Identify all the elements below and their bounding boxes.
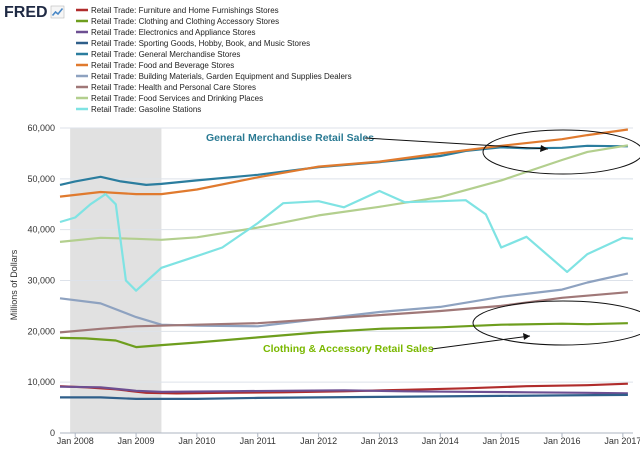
legend-entry: Retail Trade: Sporting Goods, Hobby, Boo…	[91, 39, 310, 48]
x-tick-label: Jan 2015	[483, 436, 520, 446]
annotation-gm-arrowhead	[540, 145, 548, 152]
y-tick-label: 10,000	[27, 377, 55, 387]
y-tick-label: 0	[50, 428, 55, 438]
x-tick-label: Jan 2014	[422, 436, 459, 446]
x-tick-label: Jan 2011	[240, 436, 276, 446]
y-tick-label: 20,000	[27, 326, 55, 336]
annotation-clothing-accessory: Clothing & Accessory Retail Sales	[263, 300, 640, 355]
annotation-gm-text: General Merchandise Retail Sales	[206, 132, 374, 144]
series-line-5	[59, 128, 629, 198]
series-lines	[59, 128, 634, 400]
annotation-gm-ellipse	[482, 129, 640, 175]
series-line-1	[59, 322, 628, 349]
legend-entry: Retail Trade: Furniture and Home Furnish…	[91, 6, 279, 15]
y-tick-label: 40,000	[27, 225, 55, 235]
legend-entry: Retail Trade: Food Services and Drinking…	[91, 94, 263, 103]
x-axis: Jan 2008 Jan 2009 Jan 2010 Jan 2011 Jan 2012…	[57, 432, 640, 446]
x-tick-label: Jan 2016	[543, 436, 580, 446]
x-tick-label: Jan 2009	[118, 436, 155, 446]
fred-logo[interactable]: FRED	[4, 4, 65, 21]
series-line-2	[59, 385, 628, 395]
annotation-ca-arrowhead	[523, 333, 530, 340]
y-axis-label: Millions of Dollars	[9, 249, 19, 320]
x-tick-label: Jan 2012	[300, 436, 337, 446]
legend-entry: Retail Trade: Food and Beverage Stores	[91, 61, 234, 70]
y-tick-label: 30,000	[27, 276, 55, 286]
legend-entry: Retail Trade: Clothing and Clothing Acce…	[91, 17, 279, 26]
legend-entry: Retail Trade: Health and Personal Care S…	[91, 83, 256, 92]
series-line-3	[60, 393, 628, 400]
fred-logo-text: FRED	[4, 4, 48, 21]
legend-entry: Retail Trade: Building Materials, Garden…	[91, 72, 352, 81]
y-axis: 0 10,000 20,000 30,000 40,000 50,000 60,000	[27, 123, 55, 438]
y-tick-label: 60,000	[27, 123, 55, 133]
legend-entry: Retail Trade: General Merchandise Stores	[91, 50, 240, 59]
fred-trend-icon	[50, 5, 65, 19]
x-tick-label: Jan 2013	[361, 436, 398, 446]
x-tick-label: Jan 2008	[57, 436, 94, 446]
annotation-ca-arrow	[431, 335, 531, 350]
y-tick-label: 50,000	[27, 174, 55, 184]
series-line-8	[59, 144, 629, 243]
legend-entry: Retail Trade: Electronics and Appliance …	[91, 28, 256, 37]
legend-entry: Retail Trade: Gasoline Stations	[91, 105, 201, 114]
legend: Retail Trade: Furniture and Home Furnish…	[76, 6, 352, 114]
x-tick-label: Jan 2010	[178, 436, 215, 446]
annotation-ca-ellipse	[472, 300, 640, 346]
annotation-gm-arrow	[364, 137, 549, 150]
annotation-ca-text: Clothing & Accessory Retail Sales	[263, 343, 434, 355]
series-line-9	[59, 189, 634, 292]
annotation-general-merchandise: General Merchandise Retail Sales	[206, 129, 640, 175]
x-tick-label: Jan 2017	[604, 436, 640, 446]
